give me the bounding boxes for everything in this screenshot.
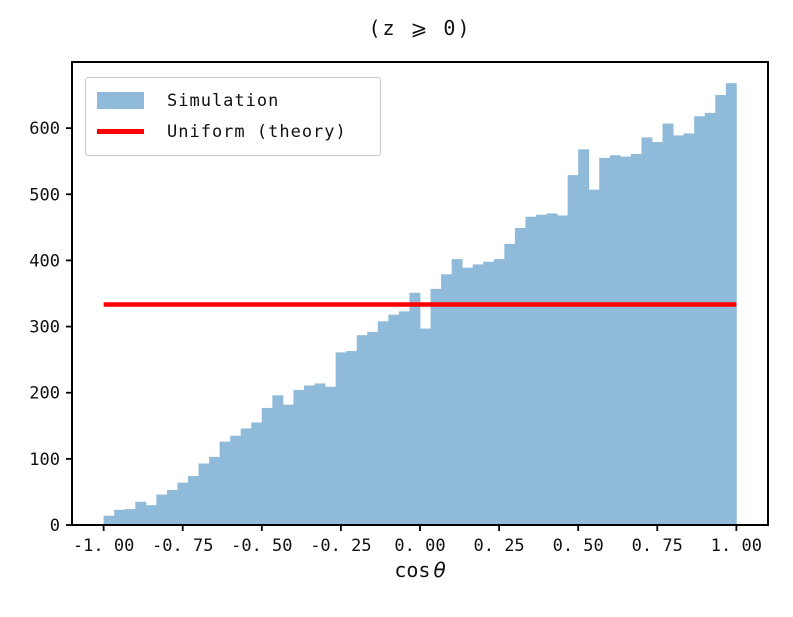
histogram-bar xyxy=(462,267,474,525)
histogram-bar xyxy=(430,288,442,525)
histogram-bar xyxy=(166,489,178,525)
histogram-bar xyxy=(620,156,632,525)
histogram-bar xyxy=(230,435,242,525)
histogram-bar xyxy=(588,189,600,525)
x-tick-label: 0. 75 xyxy=(632,536,683,556)
histogram-bar xyxy=(356,335,368,525)
histogram-bar xyxy=(188,476,199,525)
histogram-bar xyxy=(282,404,294,525)
legend-label-simulation: Simulation xyxy=(167,90,280,111)
histogram-bar xyxy=(641,137,653,525)
legend: Simulation Uniform (theory) xyxy=(85,77,381,156)
histogram-bar xyxy=(251,422,263,525)
histogram-bar xyxy=(388,314,400,525)
histogram-bar xyxy=(219,441,231,525)
x-tick-label: 1. 00 xyxy=(711,536,762,556)
x-tick-label: 0. 25 xyxy=(473,536,524,556)
histogram-bar xyxy=(177,482,189,525)
chart-title: (z ⩾ 0) xyxy=(368,16,472,40)
histogram-bar xyxy=(504,243,516,525)
y-tick-label: 0 xyxy=(50,516,60,536)
x-tick-label: 0. 00 xyxy=(394,536,445,556)
legend-item-simulation: Simulation xyxy=(86,85,380,116)
histogram-bar xyxy=(209,456,221,525)
legend-item-uniform-theory: Uniform (theory) xyxy=(86,116,380,147)
histogram-bar xyxy=(135,501,147,525)
y-tick-label: 100 xyxy=(29,450,60,470)
histogram-bar xyxy=(609,155,621,525)
x-axis-label-text: cos xyxy=(394,558,431,582)
histogram-bar xyxy=(694,116,706,526)
histogram-bar xyxy=(557,215,569,525)
histogram-bar xyxy=(441,274,453,525)
histogram-bar xyxy=(272,395,284,525)
y-tick-label: 200 xyxy=(29,384,60,404)
y-tick-label: 600 xyxy=(29,119,60,139)
histogram-bar xyxy=(145,505,157,525)
histogram-bar xyxy=(472,264,484,525)
histogram-bar xyxy=(493,259,505,525)
histogram-bar xyxy=(198,463,210,525)
histogram-bar xyxy=(114,509,126,525)
histogram-bar xyxy=(377,321,389,525)
histogram-bar xyxy=(599,157,611,525)
x-tick-label: -0. 50 xyxy=(231,536,292,556)
x-tick-label: -0. 25 xyxy=(310,536,371,556)
histogram-bar xyxy=(124,509,136,525)
histogram-bar xyxy=(683,133,695,525)
histogram-bar xyxy=(314,383,326,525)
histogram-bar xyxy=(240,428,252,525)
histogram-bar xyxy=(662,123,674,525)
x-tick-label: 0. 50 xyxy=(553,536,604,556)
x-tick-label: -1. 00 xyxy=(73,536,134,556)
histogram-bar xyxy=(293,390,305,525)
histogram-bar xyxy=(409,292,421,525)
y-tick-label: 500 xyxy=(29,185,60,205)
histogram-bar xyxy=(261,407,273,525)
histogram-bar xyxy=(567,175,579,525)
histogram-bar xyxy=(420,328,431,525)
histogram-bar xyxy=(398,311,410,525)
histogram-bar xyxy=(156,494,168,525)
histogram-bar xyxy=(536,214,547,526)
histogram-bar xyxy=(325,386,337,525)
histogram-bar xyxy=(304,385,315,525)
axes-frame xyxy=(71,61,769,526)
histogram-bar xyxy=(451,259,463,525)
histogram-bar xyxy=(673,135,685,526)
histogram-bar xyxy=(630,153,642,525)
x-tick-label: -0. 75 xyxy=(152,536,213,556)
theta-symbol: θ xyxy=(433,558,446,582)
histogram-bar xyxy=(525,216,537,525)
histogram-bar xyxy=(335,352,347,525)
x-axis-label: cos θ xyxy=(72,558,768,582)
histogram-bar xyxy=(346,351,358,525)
histogram-bar xyxy=(715,95,727,525)
histogram-bar xyxy=(651,142,663,525)
legend-label-uniform-theory: Uniform (theory) xyxy=(167,121,347,142)
histogram-bar xyxy=(103,515,115,525)
histogram-bar xyxy=(514,228,526,525)
uniform-theory-swatch-icon xyxy=(97,129,144,134)
simulation-swatch-icon xyxy=(97,92,144,109)
y-tick-label: 400 xyxy=(29,251,60,271)
histogram-bar xyxy=(546,213,558,525)
histogram-bar xyxy=(367,331,379,525)
histogram-bar xyxy=(578,149,590,525)
histogram-bar xyxy=(483,261,495,525)
histogram-bar xyxy=(704,112,716,526)
y-tick-label: 300 xyxy=(29,318,60,338)
